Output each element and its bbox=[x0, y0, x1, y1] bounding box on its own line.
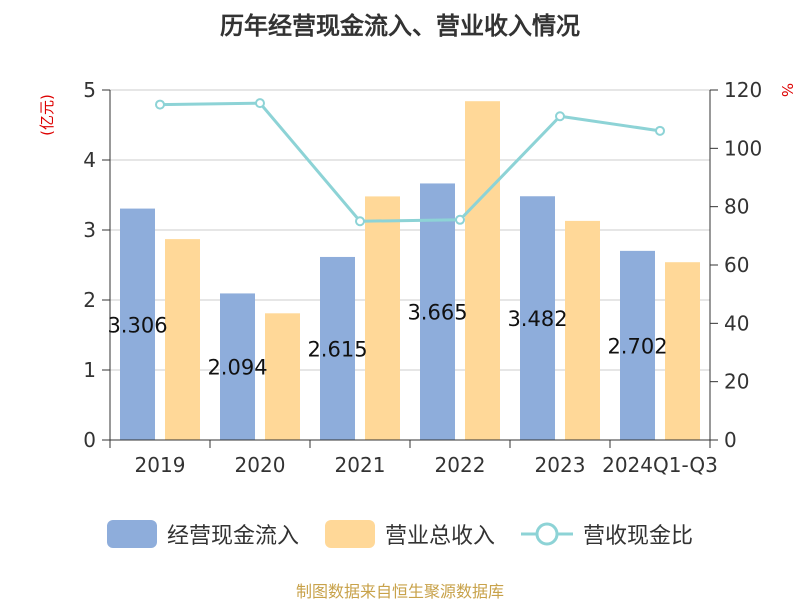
y2-axis-title: % bbox=[778, 83, 796, 97]
legend-swatch-revenue bbox=[324, 520, 375, 548]
ratio-point bbox=[155, 99, 165, 110]
x-tick-label: 2022 bbox=[435, 453, 486, 477]
y-axis-title: (亿元) bbox=[38, 94, 56, 136]
y2-tick-label: 120 bbox=[724, 78, 762, 102]
y2-tick-label: 60 bbox=[724, 253, 749, 277]
ratio-point bbox=[455, 214, 465, 225]
y2-tick-label: 100 bbox=[724, 136, 762, 160]
legend-item-ratio[interactable]: 营收现金比 bbox=[521, 518, 693, 550]
bar-cash-inflow bbox=[220, 293, 255, 440]
y-tick-label: 2 bbox=[83, 288, 96, 312]
axes: 0 1 2 3 4 5 0 20 40 60 80 100 120 2019 2020 2021 2022 202… bbox=[38, 78, 796, 477]
x-tick-label: 2024Q1-Q3 bbox=[602, 453, 718, 477]
chart-title: 历年经营现金流入、营业收入情况 bbox=[220, 12, 580, 40]
legend-swatch-ratio bbox=[521, 522, 573, 546]
legend-item-cash[interactable]: 经营现金流入 bbox=[106, 518, 299, 550]
bar-cash-inflow bbox=[420, 183, 455, 440]
data-label: 2.615 bbox=[307, 337, 367, 361]
data-label: 2.702 bbox=[607, 334, 667, 358]
data-label: 2.094 bbox=[207, 356, 267, 380]
ratio-point bbox=[655, 125, 665, 136]
legend: 经营现金流入 营业总收入 营收现金比 bbox=[0, 516, 800, 552]
legend-label-revenue: 营业总收入 bbox=[384, 524, 495, 549]
source-note: 制图数据来自恒生聚源数据库 bbox=[295, 582, 504, 601]
gridlines bbox=[110, 89, 710, 371]
y2-tick-label: 80 bbox=[724, 195, 749, 219]
bar-revenue bbox=[165, 239, 200, 440]
bar-revenue bbox=[265, 313, 300, 440]
bar-cash-inflow bbox=[620, 250, 655, 440]
bar-cash-inflow bbox=[320, 256, 355, 440]
x-tick-label: 2023 bbox=[535, 453, 586, 477]
legend-label-cash: 经营现金流入 bbox=[166, 524, 299, 549]
data-labels: 3.306 2.094 2.615 3.665 3.482 2.702 bbox=[107, 301, 667, 380]
bar-revenue bbox=[665, 262, 700, 440]
y-tick-label: 0 bbox=[83, 428, 96, 452]
y-tick-label: 3 bbox=[83, 218, 96, 242]
data-label: 3.665 bbox=[407, 301, 467, 325]
legend-swatch-cash bbox=[106, 520, 157, 548]
bar-revenue bbox=[465, 101, 500, 440]
y2-tick-label: 20 bbox=[724, 370, 749, 394]
ratio-point bbox=[355, 216, 365, 227]
ratio-line bbox=[155, 98, 665, 227]
x-tick-label: 2020 bbox=[235, 453, 286, 477]
data-label: 3.306 bbox=[107, 313, 167, 337]
y2-tick-label: 0 bbox=[724, 428, 737, 452]
ratio-series-line bbox=[159, 101, 661, 223]
legend-item-revenue[interactable]: 营业总收入 bbox=[324, 518, 495, 550]
bar-cash-inflow bbox=[520, 196, 555, 440]
y-tick-label: 4 bbox=[83, 148, 96, 172]
x-tick-label: 2021 bbox=[335, 453, 386, 477]
y-tick-label: 1 bbox=[83, 358, 96, 382]
bar-revenue bbox=[365, 196, 400, 440]
y2-tick-label: 40 bbox=[724, 311, 749, 335]
legend-label-ratio: 营收现金比 bbox=[583, 524, 694, 549]
bar-revenue bbox=[565, 220, 600, 440]
bar-cash-inflow bbox=[120, 208, 155, 440]
bars bbox=[120, 101, 700, 440]
ratio-point bbox=[255, 98, 265, 109]
y-tick-label: 5 bbox=[83, 78, 96, 102]
ratio-point bbox=[555, 111, 565, 122]
data-label: 3.482 bbox=[507, 307, 567, 331]
x-tick-label: 2019 bbox=[135, 453, 186, 477]
